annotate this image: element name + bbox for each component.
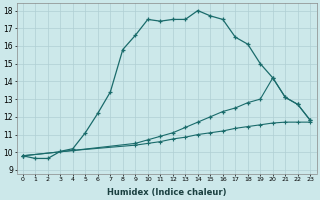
X-axis label: Humidex (Indice chaleur): Humidex (Indice chaleur) bbox=[107, 188, 226, 197]
